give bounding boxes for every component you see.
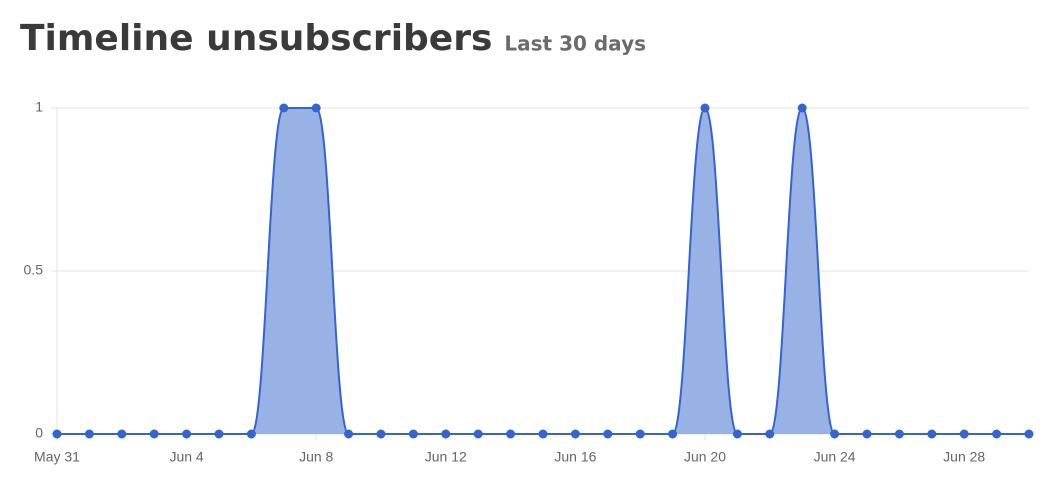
point — [635, 429, 645, 439]
point — [1024, 429, 1034, 439]
point — [894, 429, 904, 439]
point — [506, 429, 516, 439]
point — [311, 103, 321, 113]
point — [959, 429, 969, 439]
point — [473, 429, 483, 439]
point — [830, 429, 840, 439]
area — [57, 108, 1029, 434]
point — [52, 429, 62, 439]
point — [992, 429, 1002, 439]
x-tick-label: Jun 16 — [554, 449, 596, 465]
point — [84, 429, 94, 439]
x-tick-label: Jun 4 — [169, 449, 203, 465]
point — [862, 429, 872, 439]
x-tick-label: Jun 12 — [425, 449, 467, 465]
point — [182, 429, 192, 439]
point — [927, 429, 937, 439]
y-tick-label: 1 — [35, 99, 43, 115]
point — [441, 429, 451, 439]
point — [214, 429, 224, 439]
point — [538, 429, 548, 439]
point — [732, 429, 742, 439]
x-tick-label: Jun 28 — [943, 449, 985, 465]
x-tick-label: Jun 24 — [814, 449, 856, 465]
point — [668, 429, 678, 439]
point — [117, 429, 127, 439]
y-tick-label: 0 — [35, 425, 43, 441]
point — [279, 103, 289, 113]
x-tick-label: May 31 — [34, 449, 80, 465]
point — [603, 429, 613, 439]
chart-title: Timeline unsubscribers — [20, 18, 492, 59]
point — [765, 429, 775, 439]
point — [797, 103, 807, 113]
point — [408, 429, 418, 439]
chart-subtitle: Last 30 days — [504, 32, 646, 56]
x-tick-label: Jun 8 — [299, 449, 333, 465]
point — [246, 429, 256, 439]
point — [700, 103, 710, 113]
point — [376, 429, 386, 439]
x-tick-label: Jun 20 — [684, 449, 726, 465]
point — [570, 429, 580, 439]
y-tick-label: 0.5 — [24, 262, 44, 278]
point — [149, 429, 159, 439]
point — [344, 429, 354, 439]
